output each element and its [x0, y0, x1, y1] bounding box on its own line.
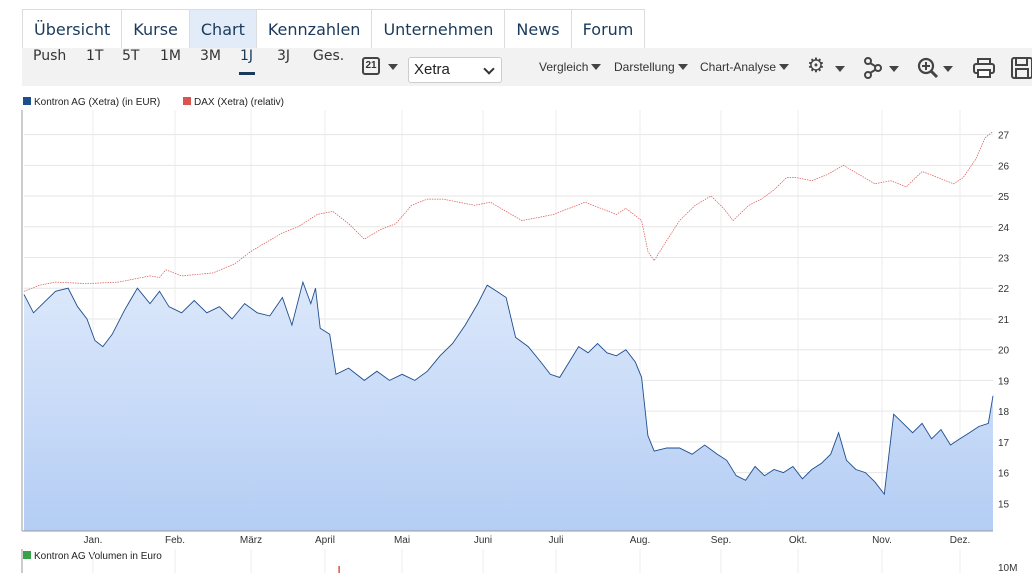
x-tick-label: Okt. [789, 535, 807, 546]
indicator-icon[interactable] [863, 57, 885, 79]
x-tick-label: Juli [548, 535, 563, 546]
period-3m[interactable]: 3M [200, 48, 221, 64]
chart-analyse-menu[interactable]: Chart-Analyse [700, 60, 790, 74]
legend-price-label: Kontron AG (Xetra) (in EUR) [34, 97, 161, 108]
legend-swatch-blue [23, 97, 31, 105]
legend-swatch-green [23, 551, 31, 559]
darstellung-menu-label: Darstellung [614, 60, 675, 74]
tab-unternehmen[interactable]: Unternehmen [372, 10, 506, 49]
y-tick-label: 25 [998, 192, 1010, 203]
caret-down-icon [591, 64, 602, 70]
print-icon[interactable] [973, 57, 995, 79]
tab--bersicht[interactable]: Übersicht [23, 10, 123, 49]
y-tick-label: 18 [998, 407, 1010, 418]
settings-dropdown-caret[interactable] [835, 66, 845, 72]
vergleich-menu-label: Vergleich [539, 60, 589, 74]
zoom-dropdown-caret[interactable] [943, 66, 953, 72]
vergleich-menu[interactable]: Vergleich [539, 60, 602, 74]
legend-swatch-red [183, 97, 191, 105]
chart-toolbar: Push 1T 5T 1M 3M 1J 3J Ges. 21 Xetra Ver… [22, 48, 1032, 86]
calendar-icon[interactable]: 21 [362, 57, 380, 75]
caret-down-icon [779, 64, 790, 70]
y-tick-label: 24 [998, 223, 1010, 234]
price-series-area [24, 282, 993, 531]
x-tick-label: März [240, 535, 262, 546]
dax-series-line [23, 131, 994, 292]
chart-analyse-menu-label: Chart-Analyse [700, 60, 777, 74]
legend-dax-label: DAX (Xetra) (relativ) [194, 97, 285, 108]
legend-volume: Kontron AG Volumen in Euro [23, 551, 162, 562]
settings-icon[interactable]: ⚙ [807, 55, 825, 77]
x-tick-label: Jan. [84, 535, 103, 546]
x-tick-label: Nov. [872, 535, 892, 546]
legend-volume-label: Kontron AG Volumen in Euro [34, 551, 162, 562]
y-tick-label: 16 [998, 469, 1010, 480]
save-icon[interactable] [1011, 57, 1032, 79]
legend-dax-series: DAX (Xetra) (relativ) [183, 97, 284, 108]
y-tick-label: 23 [998, 254, 1010, 265]
y-tick-label: 27 [998, 131, 1010, 142]
zoom-in-icon[interactable] [917, 57, 939, 79]
x-tick-label: Sep. [711, 535, 732, 546]
calendar-day: 21 [365, 60, 377, 71]
period-1j[interactable]: 1J [240, 48, 254, 64]
volume-axis-label: 10M [998, 563, 1017, 573]
y-tick-label: 17 [998, 438, 1010, 449]
indicator-dropdown-caret[interactable] [889, 66, 899, 72]
price-series-line [23, 280, 994, 496]
x-tick-label: Juni [474, 535, 492, 546]
y-tick-label: 15 [998, 499, 1010, 510]
period-5t[interactable]: 5T [122, 48, 140, 64]
x-tick-label: Feb. [165, 535, 185, 546]
tab-chart[interactable]: Chart [189, 10, 257, 49]
tab-news[interactable]: News [505, 10, 572, 49]
tab-kennzahlen[interactable]: Kennzahlen [257, 10, 373, 49]
exchange-select-value: Xetra [414, 61, 450, 78]
caret-down-icon [677, 64, 688, 70]
darstellung-menu[interactable]: Darstellung [614, 60, 688, 74]
exchange-select[interactable]: Xetra [408, 57, 502, 83]
y-tick-label: 20 [998, 346, 1010, 357]
period-push[interactable]: Push [33, 48, 67, 64]
x-tick-label: April [315, 535, 335, 546]
y-tick-label: 21 [998, 315, 1010, 326]
period-1m[interactable]: 1M [160, 48, 181, 64]
period-ges[interactable]: Ges. [313, 48, 345, 64]
y-tick-label: 22 [998, 284, 1010, 295]
calendar-dropdown-caret[interactable] [388, 64, 398, 70]
x-tick-label: Aug. [630, 535, 651, 546]
tab-kurse[interactable]: Kurse [122, 10, 190, 49]
y-tick-label: 26 [998, 161, 1010, 172]
x-tick-label: Mai [394, 535, 410, 546]
period-1t[interactable]: 1T [86, 48, 104, 64]
tab-forum[interactable]: Forum [582, 20, 634, 39]
main-tab-bar: Übersicht Kurse Chart Kennzahlen Unternehmen… [22, 9, 646, 49]
x-tick-label: Dez. [950, 535, 971, 546]
selected-period-indicator [239, 72, 255, 75]
period-3j[interactable]: 3J [277, 48, 291, 64]
legend-price-series: Kontron AG (Xetra) (in EUR) [23, 97, 160, 108]
y-tick-label: 19 [998, 376, 1010, 387]
